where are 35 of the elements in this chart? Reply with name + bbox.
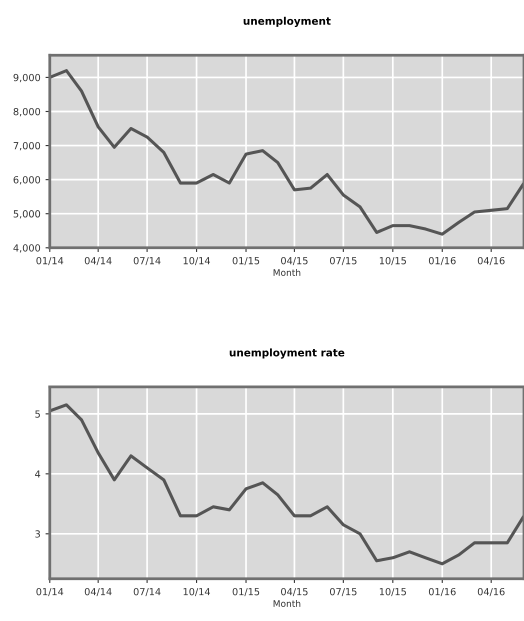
x-tick-label: 04/16: [478, 256, 505, 266]
x-tick-label: 04/16: [478, 588, 505, 596]
y-tick-label: 6,000: [14, 176, 40, 184]
x-tick-label: 10/14: [184, 256, 210, 266]
x-tick-label: 01/16: [428, 588, 456, 596]
x-tick-label: 01/15: [232, 588, 260, 596]
x-tick-label: 01/14: [36, 588, 64, 596]
x-tick-label: 04/14: [84, 588, 112, 596]
chart-title: unemployment: [244, 16, 331, 27]
x-axis-title: Month: [274, 600, 300, 607]
x-tick-label: 07/15: [330, 256, 357, 266]
y-tick-label: 5: [35, 410, 40, 418]
x-axis-title: Month: [274, 268, 300, 276]
x-tick-label: 01/14: [36, 256, 64, 266]
x-tick-label: 07/14: [134, 256, 161, 266]
x-tick-label: 01/15: [232, 256, 260, 266]
x-tick-label: 10/14: [184, 588, 210, 596]
y-tick-label: 3: [35, 530, 40, 538]
y-tick-label: 5,000: [14, 210, 40, 219]
x-tick-label: 07/15: [330, 588, 357, 596]
y-tick-label: 4: [35, 470, 40, 478]
y-tick-label: 7,000: [14, 142, 40, 150]
y-tick-label: 4,000: [13, 244, 40, 253]
y-tick-label: 9,000: [14, 74, 40, 82]
y-tick-label: 8,000: [14, 108, 40, 116]
x-tick-label: 04/15: [281, 588, 308, 596]
x-tick-label: 04/15: [281, 256, 308, 266]
chart-title: unemployment rate: [230, 348, 344, 359]
line-series: [50, 69, 524, 236]
x-tick-label: 10/15: [380, 588, 406, 596]
line-series: [50, 403, 524, 566]
x-tick-label: 04/14: [84, 256, 112, 266]
x-tick-label: 07/14: [134, 588, 161, 596]
x-tick-label: 01/16: [428, 256, 456, 266]
x-tick-label: 10/15: [380, 256, 406, 266]
